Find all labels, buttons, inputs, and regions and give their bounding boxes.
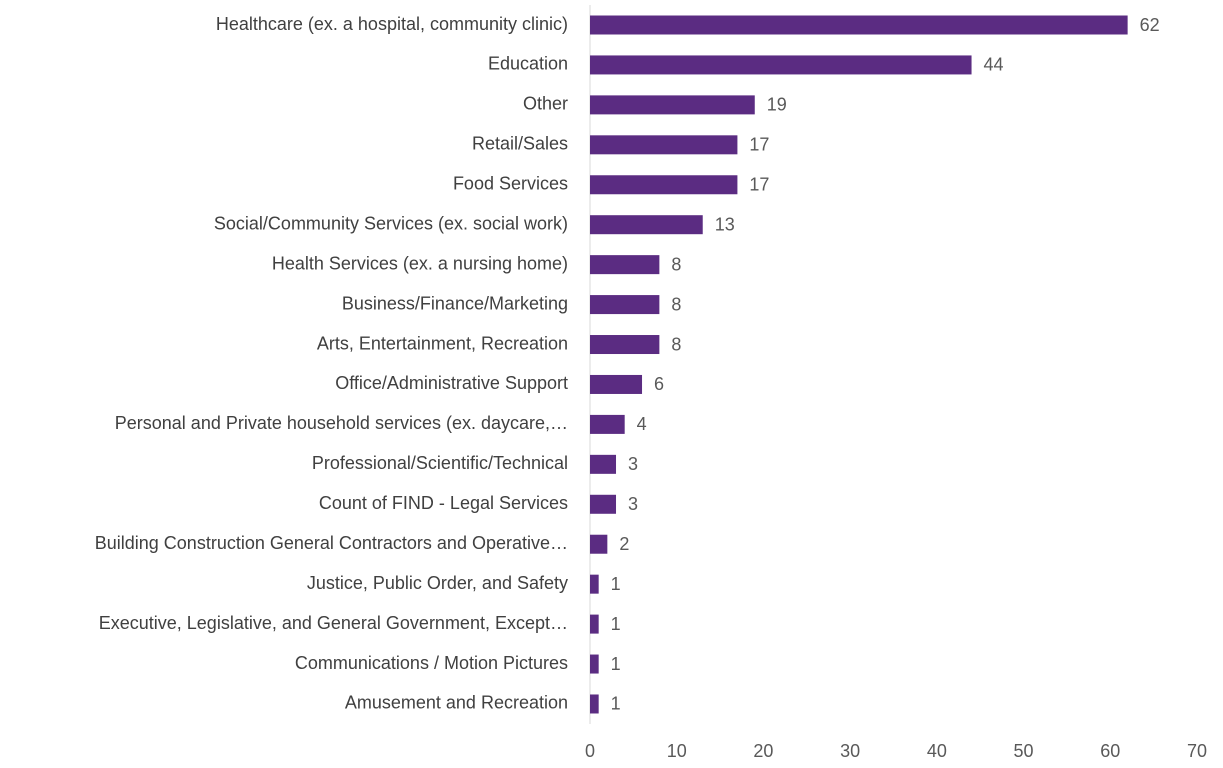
- x-tick-label: 20: [753, 741, 773, 761]
- y-tick-label: Retail/Sales: [472, 134, 568, 154]
- bar: [590, 295, 660, 315]
- data-label: 1: [611, 574, 621, 594]
- bar: [590, 494, 617, 514]
- x-tick-label: 0: [585, 741, 595, 761]
- data-label: 17: [749, 135, 769, 155]
- y-tick-label: Healthcare (ex. a hospital, community cl…: [216, 14, 568, 34]
- bar: [590, 55, 972, 75]
- y-tick-label: Professional/Scientific/Technical: [312, 453, 568, 473]
- data-label: 8: [671, 334, 681, 354]
- bar: [590, 694, 599, 714]
- data-label: 62: [1140, 15, 1160, 35]
- data-label: 2: [619, 534, 629, 554]
- data-label: 1: [611, 694, 621, 714]
- data-label: 1: [611, 614, 621, 634]
- bar: [590, 614, 599, 634]
- bar: [590, 255, 660, 275]
- data-label: 17: [749, 175, 769, 195]
- y-tick-label: Office/Administrative Support: [335, 373, 568, 393]
- data-label: 6: [654, 374, 664, 394]
- bar: [590, 574, 599, 594]
- bar: [590, 335, 660, 355]
- bar: [590, 414, 625, 434]
- y-tick-label: Amusement and Recreation: [345, 693, 568, 713]
- bar: [590, 654, 599, 674]
- data-label: 3: [628, 494, 638, 514]
- y-tick-label: Other: [523, 94, 568, 114]
- x-tick-label: 40: [927, 741, 947, 761]
- x-tick-label: 50: [1014, 741, 1034, 761]
- data-label: 44: [984, 55, 1004, 75]
- data-label: 19: [767, 95, 787, 115]
- bar: [590, 15, 1128, 35]
- x-tick-label: 30: [840, 741, 860, 761]
- x-tick-label: 60: [1100, 741, 1120, 761]
- bar: [590, 215, 703, 235]
- data-label: 4: [637, 414, 647, 434]
- x-tick-label: 10: [667, 741, 687, 761]
- data-label: 3: [628, 454, 638, 474]
- bar: [590, 95, 755, 115]
- x-tick-label: 70: [1187, 741, 1207, 761]
- data-label: 1: [611, 654, 621, 674]
- y-tick-label: Executive, Legislative, and General Gove…: [99, 613, 568, 633]
- y-tick-label: Personal and Private household services …: [115, 413, 568, 433]
- y-tick-label: Health Services (ex. a nursing home): [272, 253, 568, 273]
- y-tick-label: Building Construction General Contractor…: [95, 533, 568, 553]
- y-tick-label: Food Services: [453, 174, 568, 194]
- data-label: 8: [671, 294, 681, 314]
- y-tick-label: Communications / Motion Pictures: [295, 653, 568, 673]
- y-tick-label: Education: [488, 54, 568, 74]
- bar: [590, 534, 608, 554]
- bar: [590, 374, 643, 394]
- y-tick-label: Count of FIND - Legal Services: [319, 493, 568, 513]
- data-label: 8: [671, 254, 681, 274]
- bar: [590, 175, 738, 195]
- y-tick-label: Business/Finance/Marketing: [342, 293, 568, 313]
- bar: [590, 135, 738, 155]
- y-tick-label: Social/Community Services (ex. social wo…: [214, 213, 568, 233]
- data-label: 13: [715, 214, 735, 234]
- bar: [590, 454, 617, 474]
- y-tick-label: Arts, Entertainment, Recreation: [317, 333, 568, 353]
- y-tick-label: Justice, Public Order, and Safety: [307, 573, 568, 593]
